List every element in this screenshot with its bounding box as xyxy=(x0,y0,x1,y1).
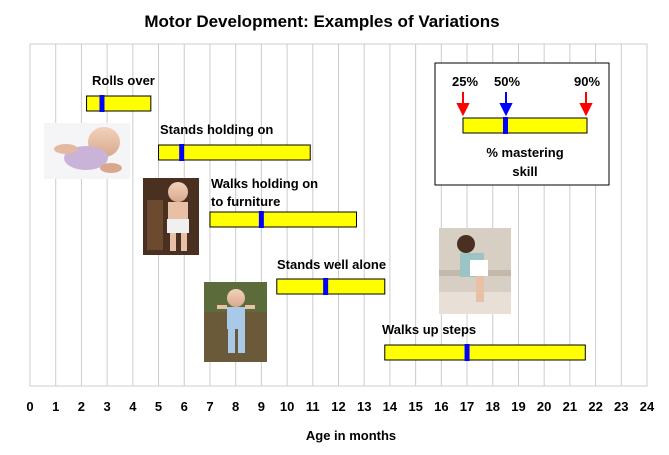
toddler-climbing-steps-photo xyxy=(439,228,511,314)
milestone-label: Walks holding on xyxy=(211,176,318,191)
legend-arrow-25 xyxy=(456,92,470,117)
milestone-label: to furniture xyxy=(211,194,280,209)
x-tick-label: 22 xyxy=(588,399,602,414)
x-tick-label: 4 xyxy=(129,399,137,414)
legend: 25% 50% 90% % mastering skill xyxy=(434,62,610,186)
milestone-bar xyxy=(209,211,357,228)
legend-bar xyxy=(462,117,588,134)
x-tick-label: 13 xyxy=(357,399,371,414)
x-tick-label: 18 xyxy=(486,399,500,414)
median-marker xyxy=(464,344,470,361)
x-tick-label: 7 xyxy=(206,399,213,414)
legend-arrow-50 xyxy=(499,92,513,117)
median-marker xyxy=(99,95,105,112)
milestone-bars: Rolls over Stands holding on Walks holding… xyxy=(86,73,586,361)
x-tick-label: 6 xyxy=(181,399,188,414)
toddler-standing-alone-photo xyxy=(204,282,267,362)
x-tick-label: 16 xyxy=(434,399,448,414)
legend-arrow-90 xyxy=(579,92,593,117)
x-tick-label: 21 xyxy=(563,399,577,414)
milestone-label: Walks up steps xyxy=(382,322,476,337)
legend-caption-line1: % mastering xyxy=(486,145,563,160)
legend-label-50: 50% xyxy=(494,74,520,89)
x-tick-label: 2 xyxy=(78,399,85,414)
x-tick-label: 12 xyxy=(331,399,345,414)
x-tick-label: 24 xyxy=(640,399,655,414)
median-marker xyxy=(179,144,185,161)
x-tick-label: 1 xyxy=(52,399,59,414)
x-tick-label: 19 xyxy=(511,399,525,414)
x-axis-label: Age in months xyxy=(306,428,396,443)
chart-title: Motor Development: Examples of Variation… xyxy=(144,12,499,31)
milestone-label: Rolls over xyxy=(92,73,155,88)
legend-median-marker xyxy=(503,117,508,134)
legend-caption-line2: skill xyxy=(512,164,537,179)
x-tick-label: 0 xyxy=(26,399,33,414)
x-tick-label: 10 xyxy=(280,399,294,414)
legend-label-25: 25% xyxy=(452,74,478,89)
legend-label-90: 90% xyxy=(574,74,600,89)
milestone-bar xyxy=(158,144,311,161)
x-tick-label: 20 xyxy=(537,399,551,414)
x-tick-label: 9 xyxy=(258,399,265,414)
milestone-bar xyxy=(86,95,152,112)
x-tick-label: 5 xyxy=(155,399,162,414)
x-tick-label: 8 xyxy=(232,399,239,414)
x-tick-label: 15 xyxy=(408,399,422,414)
x-tick-label: 23 xyxy=(614,399,628,414)
x-axis-tick-labels: 0 1 2 3 4 5 6 7 8 9 10 11 12 13 14 15 16 17 18 19 20 21 22 23 24 xyxy=(26,399,655,414)
milestone-label: Stands well alone xyxy=(277,257,386,272)
x-tick-label: 14 xyxy=(383,399,398,414)
milestone-bar xyxy=(384,344,586,361)
milestone-bar xyxy=(276,278,386,295)
baby-standing-holding-photo xyxy=(143,178,199,255)
median-marker xyxy=(323,278,329,295)
baby-rolling-photo xyxy=(44,123,130,179)
x-tick-label: 17 xyxy=(460,399,474,414)
x-tick-label: 3 xyxy=(104,399,111,414)
x-tick-label: 11 xyxy=(306,399,320,414)
milestone-label: Stands holding on xyxy=(160,122,273,137)
median-marker xyxy=(258,211,264,228)
